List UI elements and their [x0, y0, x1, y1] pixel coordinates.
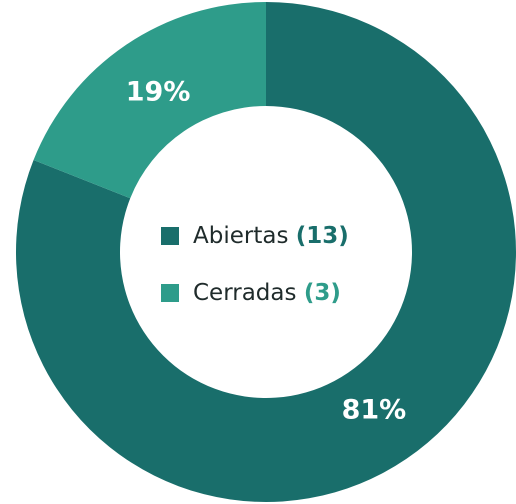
- legend-count: (3): [304, 280, 341, 306]
- legend-count: (13): [296, 223, 349, 249]
- slice-label: 81%: [342, 394, 407, 425]
- legend-label: Cerradas (3): [193, 280, 341, 306]
- legend-swatch: [161, 284, 179, 302]
- legend-name: Abiertas: [193, 223, 288, 249]
- donut-slice: [16, 2, 516, 502]
- legend-name: Cerradas: [193, 280, 297, 306]
- donut-slice: [33, 2, 266, 199]
- legend-label: Abiertas (13): [193, 223, 349, 249]
- slice-label: 19%: [126, 77, 191, 108]
- legend-swatch: [161, 227, 179, 245]
